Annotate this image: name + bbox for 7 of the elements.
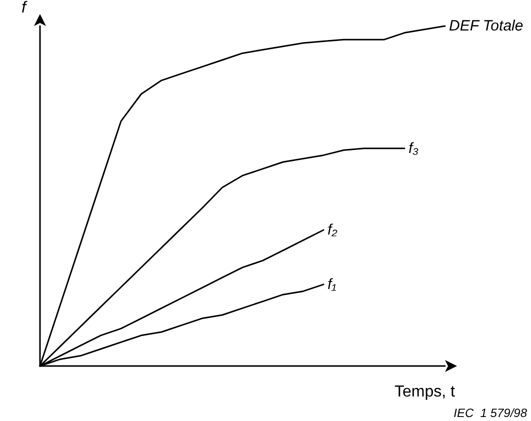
x-axis-title: Temps, t <box>394 384 456 400</box>
series-label: DEF Totale <box>449 18 524 34</box>
series-label: f₂ <box>328 222 338 238</box>
series-label: f₃ <box>408 140 419 157</box>
text: IEC 1 579/98 <box>454 406 528 420</box>
series-label: f₁ <box>328 276 337 293</box>
y-axis-title: f <box>22 0 28 16</box>
